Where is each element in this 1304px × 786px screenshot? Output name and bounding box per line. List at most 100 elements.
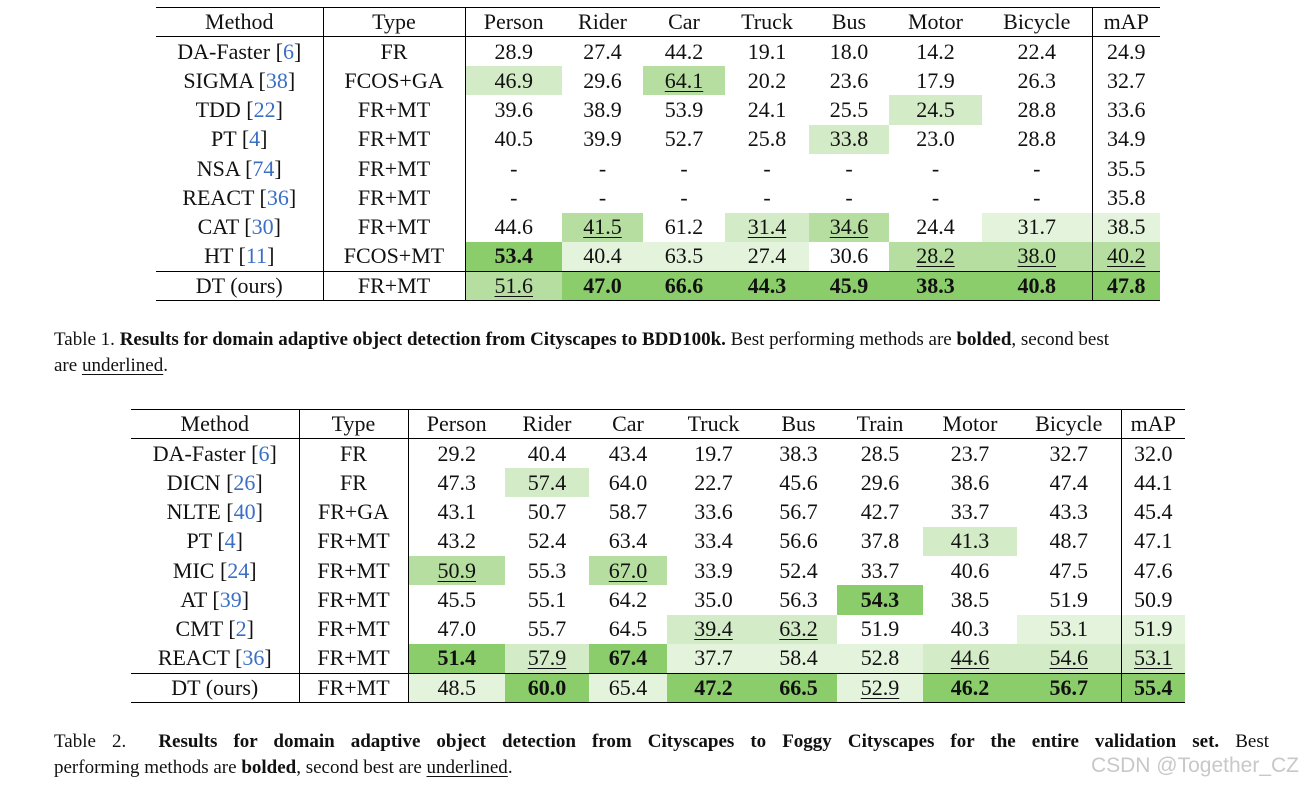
score-cell: 67.4 (589, 643, 667, 674)
score-value: 55.3 (527, 557, 567, 583)
score-cell: 55.7 (505, 615, 589, 644)
score-value: 39.4 (694, 616, 733, 642)
citation-link[interactable]: 74 (252, 155, 275, 181)
score-value: 51.9 (1134, 616, 1173, 642)
score-cell: 23.6 (809, 66, 889, 95)
score-value: 38.9 (583, 97, 622, 123)
method-name: NSA (196, 155, 240, 181)
score-cell: 34.6 (809, 212, 889, 242)
score-value: 39.9 (583, 126, 622, 152)
score-value: 66.6 (664, 272, 704, 298)
type-cell: FR+MT (322, 183, 465, 213)
score-value: 44.6 (494, 214, 534, 240)
score-value: - (1033, 155, 1041, 181)
score-cell: 38.9 (562, 95, 643, 124)
score-value: 40.4 (583, 243, 622, 269)
score-cell: 35.5 (1091, 153, 1160, 184)
score-cell: 58.7 (589, 497, 667, 526)
score-value: 47.8 (1107, 272, 1146, 298)
score-value: 53.4 (494, 243, 534, 269)
score-cell: 39.6 (464, 95, 562, 125)
score-cell: 58.4 (760, 643, 837, 674)
score-value: 41.5 (583, 214, 622, 240)
table-header-row: Method Type Person Rider Car Truck Bus Train Mot… (131, 408, 1185, 440)
score-value: 50.9 (1134, 586, 1173, 612)
citation-link[interactable]: 24 (227, 557, 250, 583)
score-cell: 43.4 (589, 439, 667, 468)
score-cell: - (725, 183, 809, 212)
score-cell: - (982, 154, 1092, 183)
score-value: 67.0 (608, 557, 648, 583)
score-value: 48.5 (437, 674, 477, 700)
table-row: PT [4] FR+MT 40.5 39.9 52.7 25.8 33.8 23.0 28.8 3… (156, 124, 1160, 154)
score-value: 67.4 (608, 645, 648, 671)
score-cell: 40.3 (923, 615, 1017, 644)
score-cell: 31.4 (725, 212, 809, 242)
caption-text: . (163, 355, 168, 376)
score-value: 29.6 (583, 67, 622, 93)
type-cell: FR+MT (322, 95, 465, 125)
type-cell: FR+MT (298, 555, 408, 586)
score-value: 43.1 (437, 499, 477, 525)
score-value: 27.4 (747, 243, 787, 269)
column-header: Truck (725, 6, 809, 38)
score-value: - (1033, 184, 1041, 210)
citation-link[interactable]: 26 (233, 469, 256, 495)
citation-link[interactable]: 40 (233, 499, 256, 525)
caption-text: , second best are (296, 757, 422, 778)
score-value: 31.4 (747, 214, 787, 240)
score-value: 45.9 (829, 272, 869, 298)
score-value: 28.8 (1017, 126, 1057, 152)
score-value: 52.4 (779, 557, 818, 583)
table-row: DA-Faster [6] FR 28.9 27.4 44.2 19.1 18.0 14.2 2… (156, 36, 1160, 67)
citation-link[interactable]: 11 (245, 243, 268, 269)
score-value: 55.1 (527, 586, 567, 612)
score-value: 51.6 (494, 272, 534, 298)
score-cell: 40.5 (464, 124, 562, 154)
score-value: 19.7 (694, 440, 733, 466)
method-cell: TDD [22] (195, 97, 283, 123)
method-cell: DA-Faster [6] (177, 38, 302, 64)
citation-link[interactable]: 6 (282, 38, 294, 64)
score-value: - (763, 155, 771, 181)
citation-link[interactable]: 30 (251, 214, 274, 240)
citation-link[interactable]: 6 (258, 440, 270, 466)
score-cell: 43.2 (407, 526, 505, 556)
score-value: 53.1 (1049, 616, 1089, 642)
score-cell: 64.0 (589, 468, 667, 497)
citation-link[interactable]: 4 (224, 528, 236, 554)
score-value: 46.9 (494, 67, 534, 93)
score-cell: 23.7 (923, 439, 1017, 468)
citation-link[interactable]: 39 (219, 586, 242, 612)
method-cell: NLTE [40] (166, 499, 263, 525)
citation-link[interactable]: 36 (266, 184, 289, 210)
caption-bolded-word: bolded (241, 757, 297, 778)
score-value: 28.2 (916, 243, 955, 269)
column-header: Bicycle (1017, 408, 1121, 440)
method-name: AT (180, 586, 207, 612)
method-cell: CAT [30] (197, 214, 281, 240)
score-cell: 40.4 (562, 241, 643, 272)
score-value: 51.4 (437, 645, 477, 671)
citation-link[interactable]: 4 (249, 126, 261, 152)
score-cell: 33.7 (923, 497, 1017, 526)
score-value: 40.3 (950, 616, 990, 642)
score-cell: 30.6 (809, 241, 889, 272)
score-cell: 37.7 (667, 643, 760, 674)
citation-link[interactable]: 2 (235, 616, 247, 642)
citation-link[interactable]: 36 (242, 645, 265, 671)
score-cell: 56.3 (760, 585, 837, 614)
table-row: SIGMA [38] FCOS+GA 46.9 29.6 64.1 20.2 23.6 17.… (156, 66, 1160, 96)
score-cell: - (725, 154, 809, 183)
citation-link[interactable]: 38 (265, 67, 288, 93)
score-cell: 53.9 (643, 95, 725, 124)
score-cell: 50.9 (1120, 585, 1185, 615)
method-cell: AT [39] (180, 586, 250, 612)
score-cell: 33.6 (1091, 95, 1160, 125)
score-cell: 38.3 (760, 439, 837, 468)
citation-link[interactable]: 22 (253, 97, 276, 123)
score-value: 45.5 (437, 586, 477, 612)
type-cell: FR+MT (298, 585, 408, 615)
score-value: 40.4 (527, 440, 567, 466)
column-header: Person (407, 408, 505, 440)
